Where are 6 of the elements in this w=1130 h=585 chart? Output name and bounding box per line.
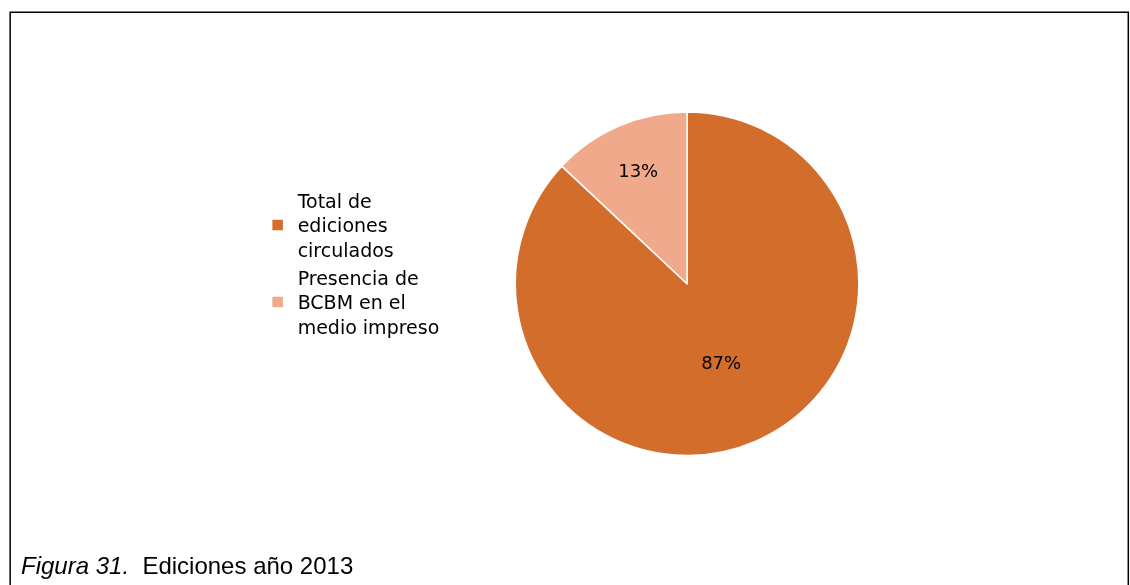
- legend-label: Presencia de BCBM en el medio impreso: [297, 266, 440, 339]
- data-label: 87%: [701, 352, 742, 374]
- pie-slice: [514, 111, 860, 457]
- data-label: 13%: [618, 160, 659, 182]
- legend-label: Total de ediciones circulados: [296, 189, 394, 262]
- text: Figura 31. Ediciones año 2013: [21, 552, 354, 579]
